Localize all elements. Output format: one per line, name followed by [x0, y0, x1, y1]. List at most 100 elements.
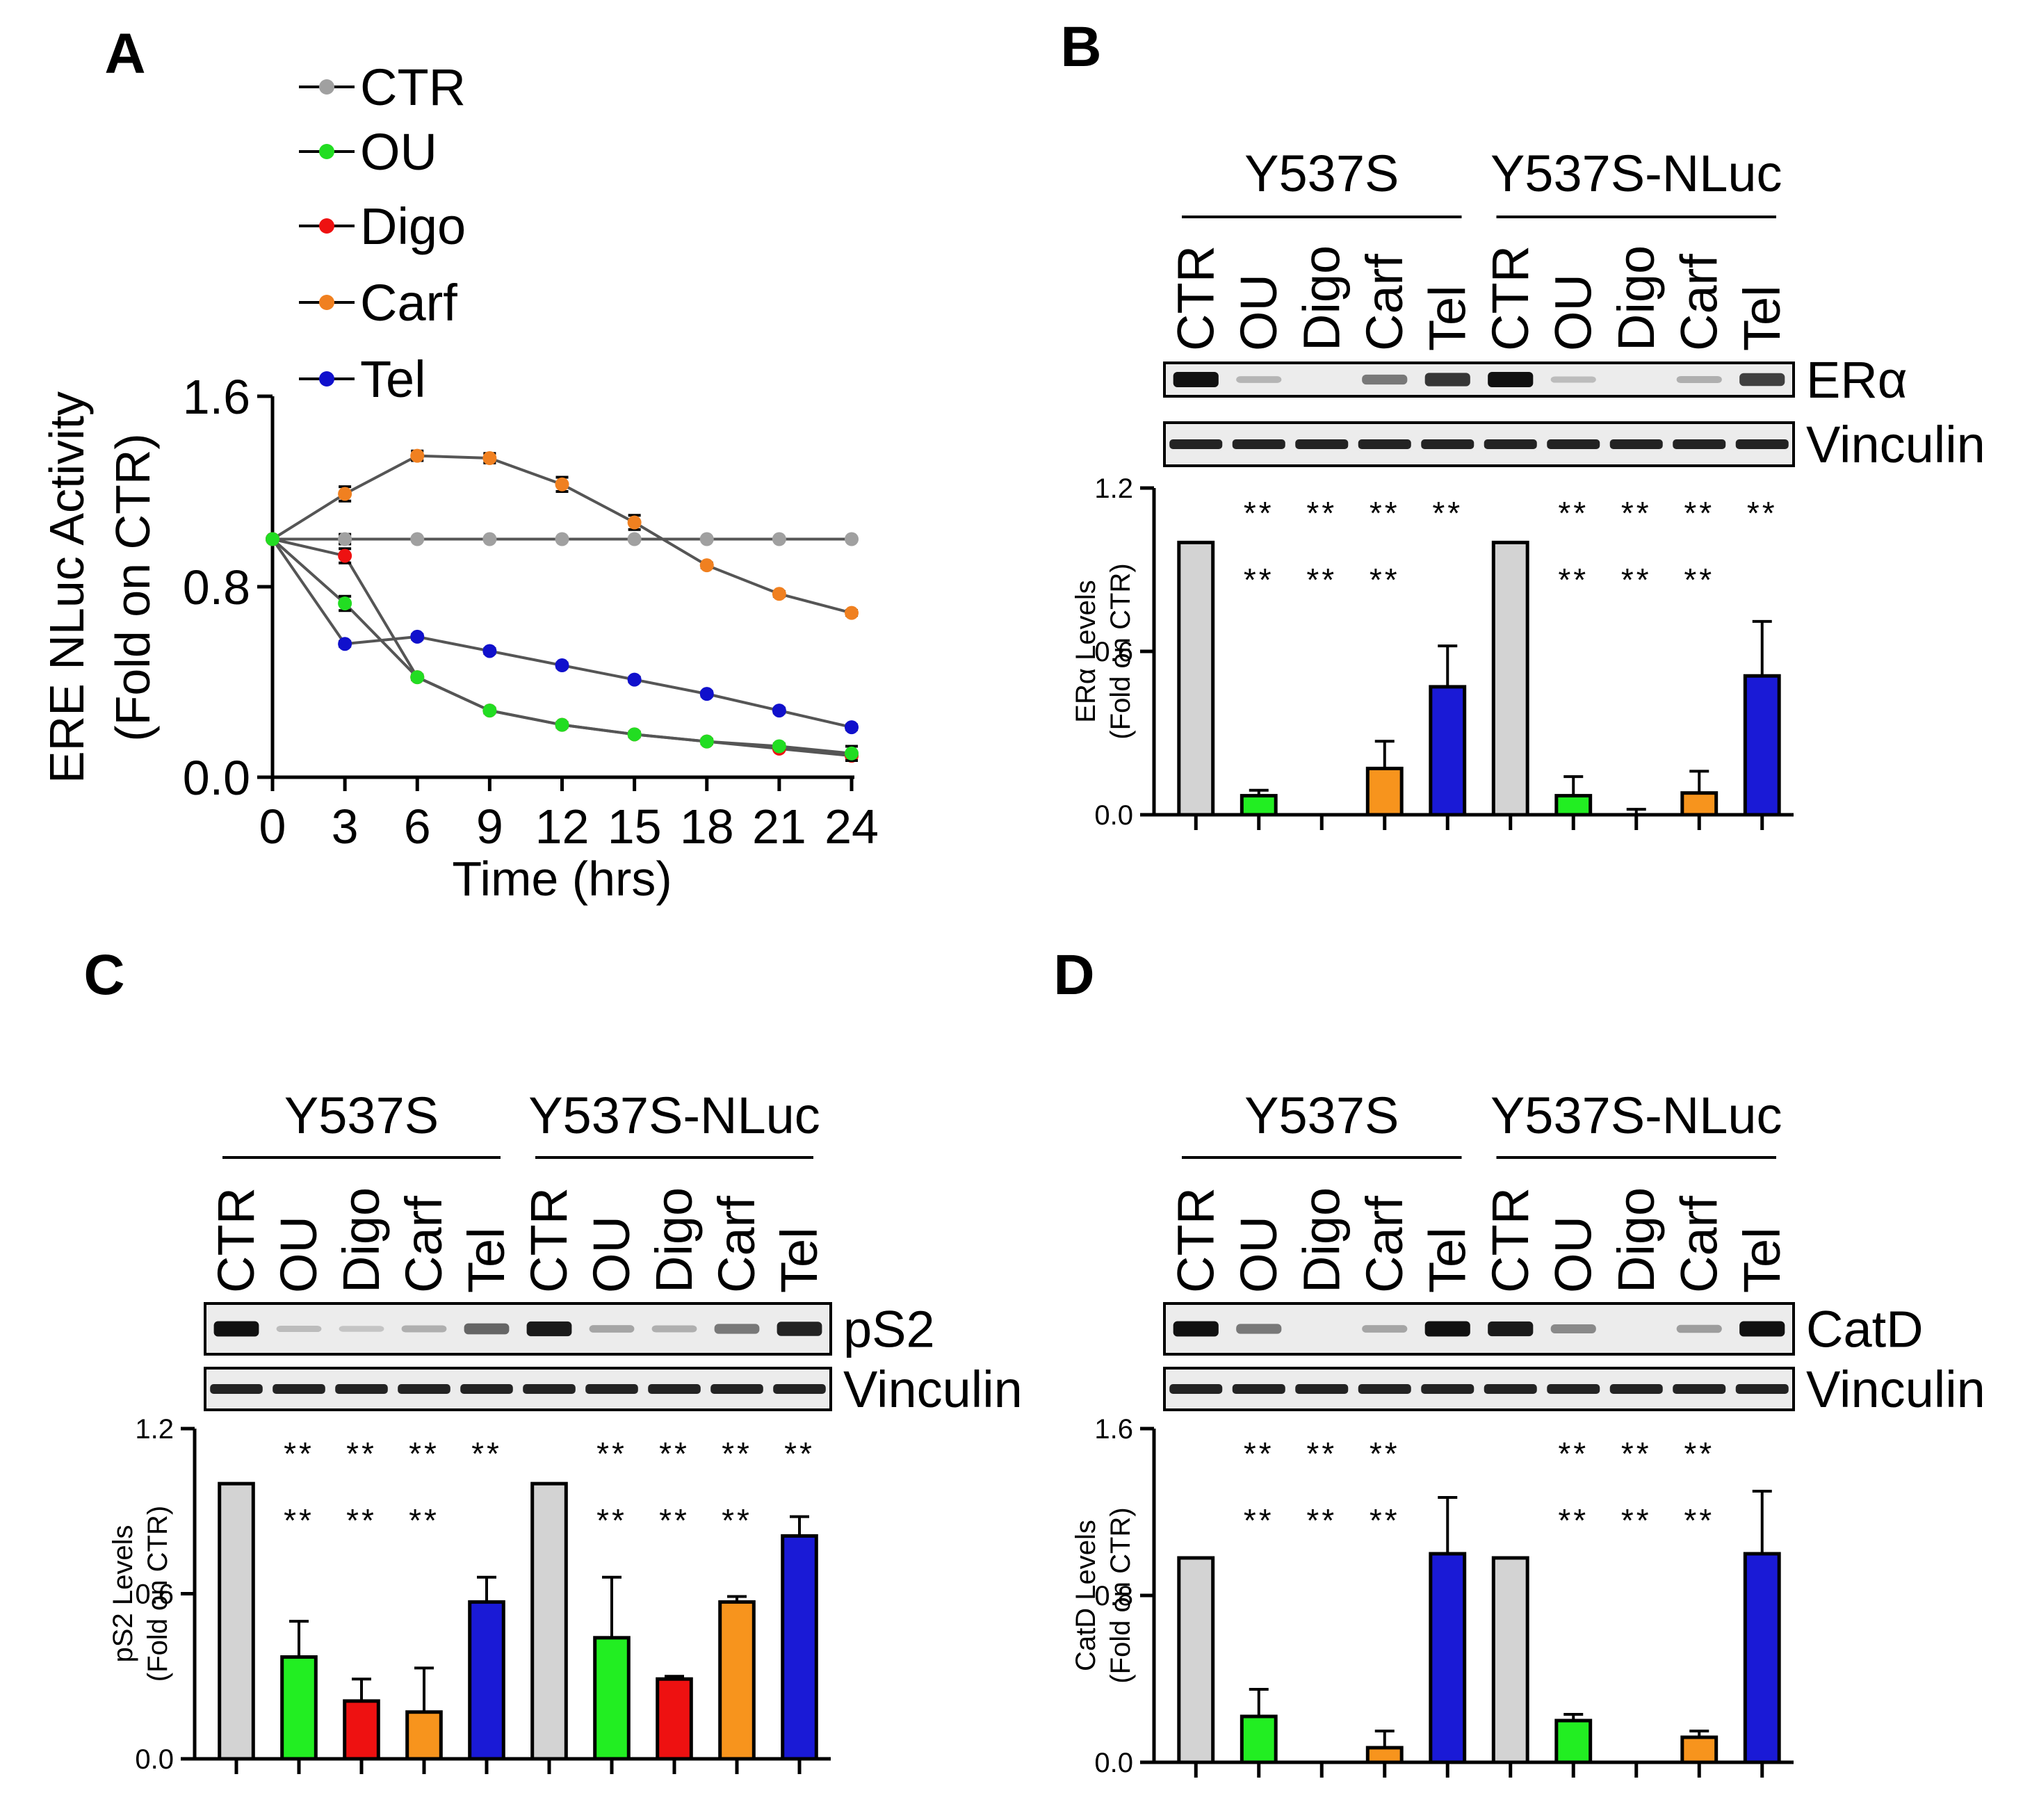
y-tick-label: 0.0: [183, 751, 250, 805]
data-point-carf: [482, 451, 497, 466]
lane-label: Tel: [770, 1227, 828, 1293]
bar-ou: [280, 1655, 318, 1761]
bar-digo: [656, 1677, 693, 1761]
blot-band-vinculin: [1421, 1384, 1474, 1394]
blot-band: [213, 1321, 259, 1337]
x-tick-label: 6: [404, 799, 431, 854]
legend-marker-digo: [319, 218, 334, 234]
significance-stars: **: [471, 1436, 502, 1472]
blot-band: [1488, 372, 1534, 387]
blot-band-vinculin: [1735, 1384, 1789, 1394]
blot-band-vinculin: [1609, 1384, 1663, 1394]
bar-tel: [1743, 1552, 1781, 1764]
significance-stars: **: [1306, 1436, 1337, 1472]
data-point-ctr: [772, 532, 786, 546]
y-tick-label: 1.6: [183, 370, 250, 424]
group-label: Y537S-NLuc: [528, 1087, 820, 1144]
data-point-ctr: [410, 532, 425, 546]
significance-stars: **: [1684, 495, 1714, 531]
data-point-ou: [845, 746, 859, 761]
data-point-tel: [845, 720, 859, 735]
blot-band: [1488, 1321, 1534, 1337]
lane-label: Tel: [1733, 285, 1791, 351]
lane-label: Tel: [1733, 1227, 1791, 1293]
panel-letter-c: C: [83, 943, 124, 1007]
blot-band-vinculin: [1421, 439, 1474, 449]
data-point-ou: [266, 532, 279, 546]
bar-ou: [593, 1636, 631, 1761]
blot-band: [651, 1325, 697, 1333]
bar-carf: [1365, 1746, 1404, 1764]
bar-digo: [343, 1699, 380, 1761]
blot-band: [1173, 1321, 1219, 1337]
lane-label: CTR: [1167, 245, 1224, 351]
legend-label-tel: Tel: [360, 350, 426, 408]
bar-tel: [468, 1600, 505, 1761]
legend-marker-ou: [319, 144, 334, 159]
blot-band-vinculin: [648, 1384, 701, 1394]
legend-marker-tel: [319, 371, 334, 387]
data-point-tel: [627, 672, 642, 687]
data-point-tel: [338, 637, 352, 651]
bar-tel: [1429, 685, 1467, 817]
data-point-ou: [699, 734, 714, 749]
significance-stars: **: [1244, 495, 1274, 531]
bar-ctr: [1177, 540, 1215, 817]
data-point-ou: [627, 727, 642, 742]
data-point-ctr: [555, 532, 569, 546]
y-axis-title-line1: pS2 Levels: [108, 1525, 138, 1663]
blot-band: [1739, 373, 1785, 387]
data-point-ou: [482, 704, 497, 718]
legend-label-ou: OU: [360, 123, 437, 181]
y-tick-label: 0.6: [135, 1579, 174, 1610]
blot-band: [276, 1325, 322, 1333]
blot-band-vinculin: [1358, 439, 1411, 449]
lane-label: CTR: [520, 1187, 578, 1293]
panel-letter-a: A: [104, 22, 145, 86]
data-point-tel: [772, 704, 786, 718]
blot-label-protein: pS2: [843, 1301, 935, 1358]
y-axis-title-line2: (Fold on CTR): [1105, 1507, 1136, 1683]
legend-marker-ctr: [319, 79, 334, 95]
x-tick-label: 21: [752, 799, 806, 854]
significance-stars: **: [284, 1502, 314, 1538]
data-point-tel: [555, 658, 569, 673]
significance-stars: **: [409, 1502, 439, 1538]
data-point-tel: [410, 629, 425, 644]
blot-label-protein: ERα: [1806, 351, 1908, 409]
lane-label: CTR: [1481, 245, 1539, 351]
significance-stars: **: [1432, 495, 1463, 531]
y-axis-title-line2: (Fold on CTR): [1105, 563, 1136, 739]
blot-band-vinculin: [773, 1384, 826, 1394]
western-blot-erα: [1163, 361, 1795, 398]
lane-label: Tel: [1418, 1227, 1476, 1293]
blot-band-vinculin: [1169, 439, 1223, 449]
blot-band: [401, 1325, 447, 1333]
data-point-ctr: [338, 532, 352, 546]
data-point-tel: [482, 644, 497, 658]
y-tick-label: 0.8: [183, 560, 250, 615]
blot-band-vinculin: [1547, 1384, 1600, 1394]
blot-band-vinculin: [585, 1384, 638, 1394]
significance-stars: **: [1621, 1436, 1652, 1472]
y-axis-title-line2: (Fold on CTR): [143, 1506, 173, 1682]
lane-label: Digo: [645, 1187, 703, 1293]
lane-label: Tel: [1418, 285, 1476, 351]
lane-label: CTR: [207, 1187, 265, 1293]
blot-band-vinculin: [1735, 439, 1789, 449]
blot-band-vinculin: [1295, 439, 1349, 449]
significance-stars: **: [1621, 495, 1652, 531]
panel-letter-d: D: [1053, 943, 1094, 1007]
x-tick-label: 18: [680, 799, 734, 854]
significance-stars: **: [1621, 1502, 1652, 1538]
blot-band-vinculin: [1358, 1384, 1411, 1394]
y-tick-label: 0.8: [1094, 1581, 1133, 1611]
lane-label: Carf: [395, 1196, 453, 1293]
bar-carf: [405, 1710, 443, 1761]
significance-stars: **: [1306, 1502, 1337, 1538]
data-point-carf: [699, 558, 714, 573]
significance-stars: **: [1684, 1502, 1714, 1538]
lane-label: Digo: [1607, 245, 1665, 351]
y-tick-label: 1.6: [1094, 1414, 1133, 1445]
significance-stars: **: [596, 1436, 627, 1472]
